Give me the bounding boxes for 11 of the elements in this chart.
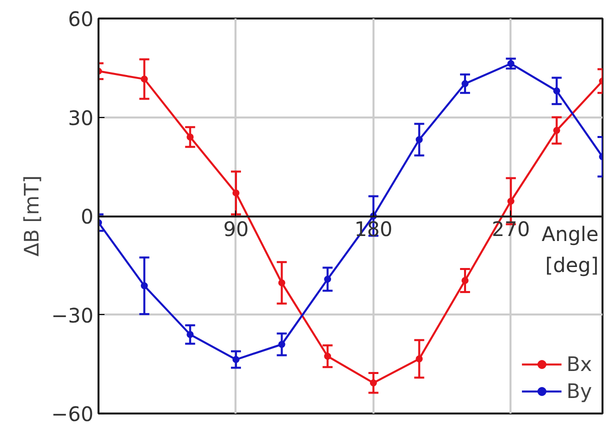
legend-label: Bx (566, 352, 592, 376)
x-axis-title: Angle [deg] (542, 222, 599, 278)
x-tick-label: 270 (492, 217, 530, 241)
x-tick-label: 90 (223, 217, 249, 241)
legend-label: By (566, 379, 592, 403)
y-tick-label: 30 (68, 106, 94, 130)
y-axis-title: ΔB [mT] (19, 175, 44, 257)
y-tick-label: 0 (80, 204, 94, 228)
y-tick-label: −30 (51, 303, 94, 328)
y-tick-label: 60 (68, 7, 94, 31)
y-tick-label: −60 (51, 402, 94, 426)
